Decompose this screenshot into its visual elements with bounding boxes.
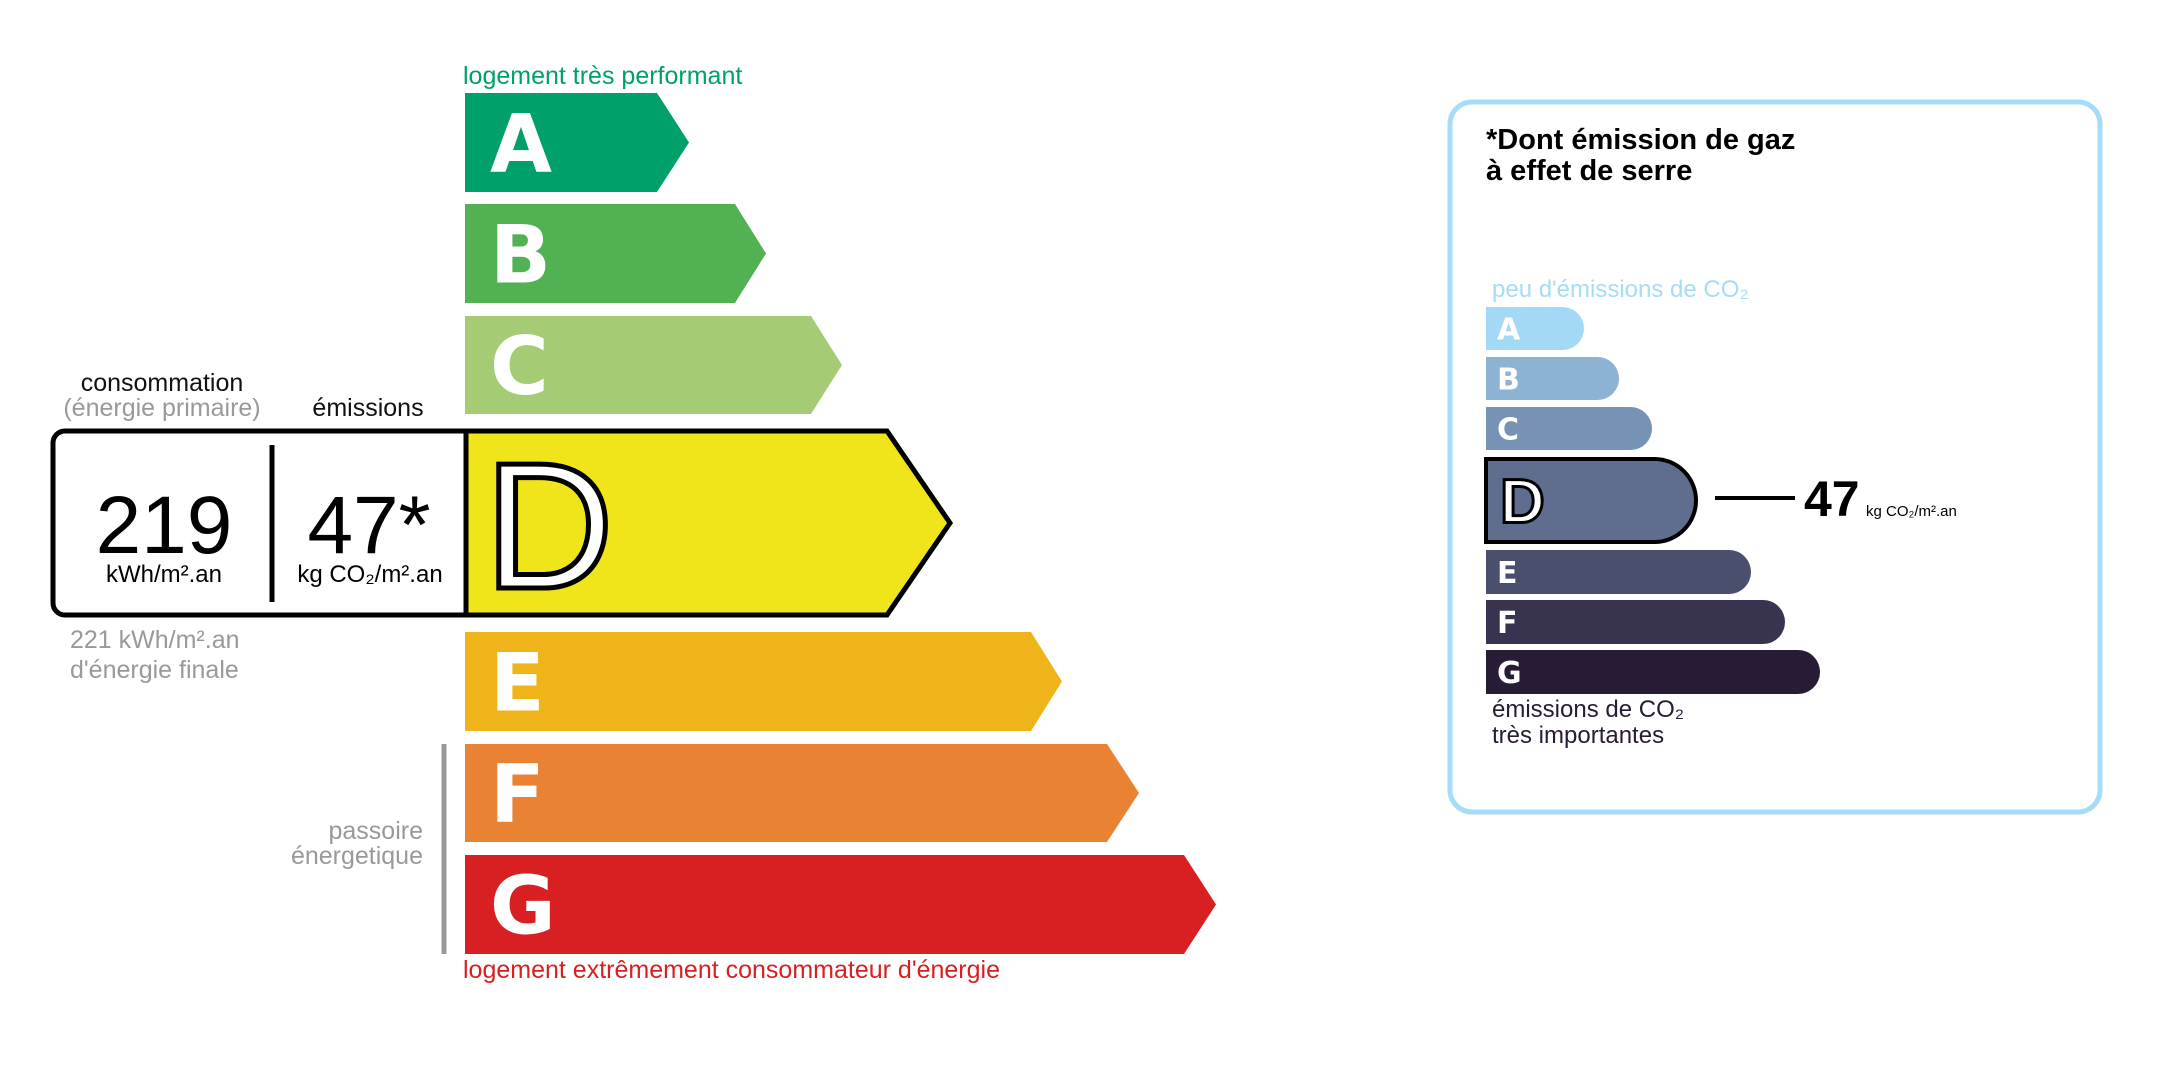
ghg-bar-d xyxy=(1484,457,1698,544)
energy-bar-letter: E xyxy=(490,637,545,730)
energy-bar-c xyxy=(465,316,842,414)
energy-bar-letter: C xyxy=(490,320,549,413)
energy-bar-letter: F xyxy=(490,748,545,841)
consumption-subheader: (énergie primaire) xyxy=(63,394,260,422)
ghg-bottom-label-1: émissions de CO₂ xyxy=(1492,696,1684,723)
passoire-label-2: énergetique xyxy=(291,842,423,870)
bottom-label: logement extrêmement consommateur d'éner… xyxy=(463,956,1000,984)
ghg-top-label: peu d'émissions de CO₂ xyxy=(1492,276,1749,303)
ghg-bar-g xyxy=(1486,650,1820,694)
ghg-bar-letter: A xyxy=(1497,313,1521,348)
energy-bar-a xyxy=(465,93,689,192)
ghg-title-2: à effet de serre xyxy=(1486,155,1692,187)
energy-bar-f xyxy=(465,744,1139,842)
ghg-bar-letter: E xyxy=(1497,556,1518,591)
energy-bar-letter: G xyxy=(490,860,556,953)
current-class-outline xyxy=(50,428,954,618)
ghg-title-1: *Dont émission de gaz xyxy=(1486,124,1795,156)
current-class-letter: D xyxy=(484,426,614,627)
ghg-unit: kg CO₂/m².an xyxy=(1866,503,1957,520)
ghg-bar-letter: B xyxy=(1497,363,1520,398)
emissions-unit: kg CO₂/m².an xyxy=(297,561,442,588)
consumption-value: 219 xyxy=(96,480,233,571)
ghg-bottom-label-2: très importantes xyxy=(1492,722,1664,749)
ghg-bar-f xyxy=(1486,600,1785,644)
ghg-bar-letter: D xyxy=(1500,468,1545,537)
final-energy-label: d'énergie finale xyxy=(70,656,239,684)
ghg-bar-letter: C xyxy=(1497,413,1519,448)
ghg-bar-c xyxy=(1486,407,1652,450)
energy-bar-b xyxy=(465,204,766,303)
energy-bars: ABC EFG xyxy=(465,93,1216,954)
energy-bar-d xyxy=(466,433,950,613)
energy-bar-g xyxy=(465,855,1216,954)
consumption-header: consommation xyxy=(81,369,244,397)
ghg-bar-letter: G xyxy=(1497,656,1522,691)
ghg-bar-b xyxy=(1486,357,1619,400)
ghg-bar-letter: F xyxy=(1497,606,1518,641)
final-energy-value: 221 kWh/m².an xyxy=(70,626,240,654)
ghg-value: 47 xyxy=(1804,471,1860,527)
ghg-bar-e xyxy=(1486,550,1751,594)
top-label: logement très performant xyxy=(463,62,742,90)
consumption-unit: kWh/m².an xyxy=(106,561,222,588)
passoire-label-1: passoire xyxy=(329,817,424,845)
energy-bar-letter: B xyxy=(490,209,551,302)
emissions-header: émissions xyxy=(312,394,423,422)
ghg-bar-a xyxy=(1486,307,1584,350)
energy-bar-e xyxy=(465,632,1062,731)
emissions-value: 47* xyxy=(307,480,430,571)
energy-bar-letter: A xyxy=(490,98,552,191)
